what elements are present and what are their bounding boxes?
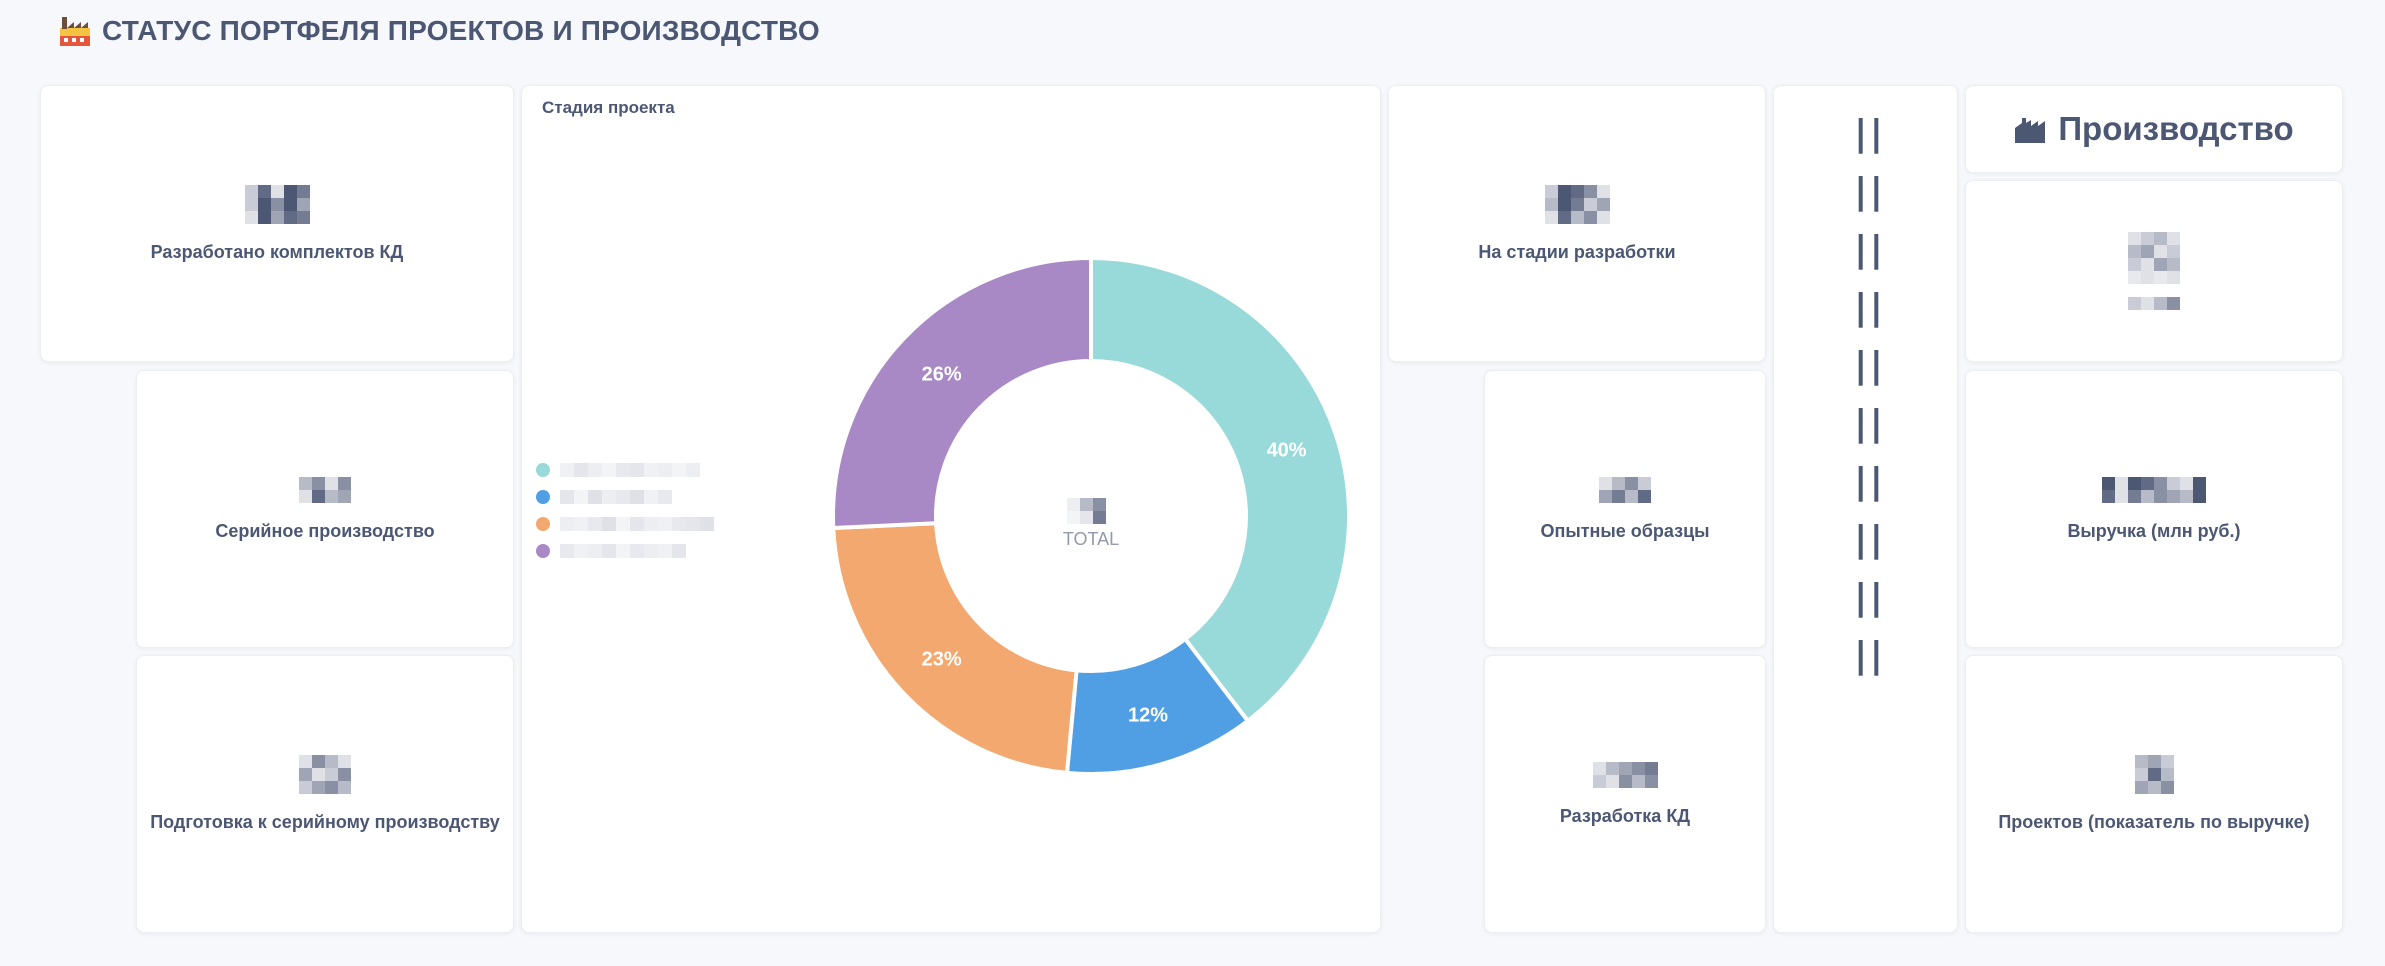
legend-item[interactable] <box>536 510 714 537</box>
revenue-card[interactable]: Выручка (млн руб.) <box>1965 370 2343 648</box>
serial-prep-value <box>299 755 351 794</box>
kd-development-value <box>1592 761 1658 788</box>
divider-card: || || || || || || || || || || <box>1773 85 1958 933</box>
projects-revenue-label: Проектов (показатель по выручке) <box>1998 812 2310 832</box>
donut-total-label: TOTAL <box>1063 529 1119 549</box>
production-header-label: Производство <box>2058 110 2294 147</box>
prototypes-card[interactable]: Опытные образцы <box>1484 370 1766 648</box>
serial-production-card[interactable]: Серийное производство <box>136 370 514 648</box>
legend-label <box>560 489 672 504</box>
factory-icon <box>60 17 90 46</box>
divider-glyph: || <box>1849 112 1887 154</box>
projects-revenue-value <box>2134 755 2174 794</box>
in-development-value <box>1544 184 1610 224</box>
donut-slice[interactable] <box>831 521 1079 776</box>
factory-icon <box>2015 118 2046 143</box>
legend-dot <box>536 543 550 558</box>
donut-slice-label: 12% <box>1128 704 1168 726</box>
donut-total-value <box>1080 511 1093 524</box>
chart-legend <box>536 456 714 564</box>
donut-total-value <box>1067 511 1080 524</box>
donut-total-value <box>1093 511 1106 524</box>
serial-prep-label: Подготовка к серийному производству <box>150 812 500 832</box>
divider-glyph: || <box>1849 344 1887 386</box>
donut-slice[interactable] <box>831 255 1093 531</box>
serial-prep-card[interactable]: Подготовка к серийному производству <box>136 655 514 933</box>
in-development-label: На стадии разработки <box>1478 241 1676 262</box>
kd-developed-card[interactable]: Разработано комплектов КД <box>40 85 514 362</box>
prototypes-value <box>1599 476 1651 503</box>
kd-development-label: Разработка КД <box>1559 805 1691 826</box>
in-development-card[interactable]: На стадии разработки <box>1388 85 1766 362</box>
prototypes-label: Опытные образцы <box>1540 520 1710 541</box>
divider-bars: || || || || || || || || || || <box>1849 104 1887 684</box>
donut-slice[interactable] <box>1089 255 1351 724</box>
kd-development-card[interactable]: Разработка КД <box>1484 655 1766 933</box>
donut-slice-label: 23% <box>922 649 962 671</box>
divider-glyph: || <box>1849 402 1887 444</box>
kd-developed-value <box>244 184 310 224</box>
legend-dot <box>536 516 550 531</box>
legend-dot <box>536 462 550 477</box>
production-header-card: Производство <box>1965 85 2343 173</box>
page-title-text: СТАТУС ПОРТФЕЛЯ ПРОЕКТОВ И ПРОИЗВОДСТВО <box>102 15 820 46</box>
legend-item[interactable] <box>536 456 714 483</box>
production-metric-value <box>2128 232 2180 310</box>
donut-slice-label: 26% <box>922 363 962 385</box>
divider-glyph: || <box>1849 576 1887 618</box>
donut-slice-label: 40% <box>1267 440 1307 462</box>
legend-label <box>560 516 714 531</box>
donut-total-value <box>1067 498 1080 511</box>
divider-glyph: || <box>1849 170 1887 212</box>
legend-dot <box>536 489 550 504</box>
production-metric-card[interactable] <box>1965 180 2343 362</box>
divider-glyph: || <box>1849 460 1887 502</box>
serial-production-label: Серийное производство <box>215 520 435 541</box>
legend-label <box>560 462 700 477</box>
donut-total-value <box>1080 498 1093 511</box>
revenue-label: Выручка (млн руб.) <box>2067 520 2241 541</box>
revenue-value <box>2102 476 2206 503</box>
divider-glyph: || <box>1849 634 1887 676</box>
legend-label <box>560 543 686 558</box>
divider-glyph: || <box>1849 518 1887 560</box>
project-stage-chart-card[interactable]: Стадия проекта 40% 12 <box>521 85 1381 933</box>
serial-production-value <box>299 476 351 503</box>
divider-glyph: || <box>1849 228 1887 270</box>
legend-item[interactable] <box>536 537 714 564</box>
projects-revenue-card[interactable]: Проектов (показатель по выручке) <box>1965 655 2343 933</box>
legend-item[interactable] <box>536 483 714 510</box>
donut-total-value <box>1093 498 1106 511</box>
donut-chart: 40% 12% 23% 26% TOTAL <box>831 255 1351 776</box>
chart-title: Стадия проекта <box>542 98 675 117</box>
page-title: СТАТУС ПОРТФЕЛЯ ПРОЕКТОВ И ПРОИЗВОДСТВО <box>58 14 820 48</box>
kd-developed-label: Разработано комплектов КД <box>150 241 404 262</box>
divider-glyph: || <box>1849 286 1887 328</box>
